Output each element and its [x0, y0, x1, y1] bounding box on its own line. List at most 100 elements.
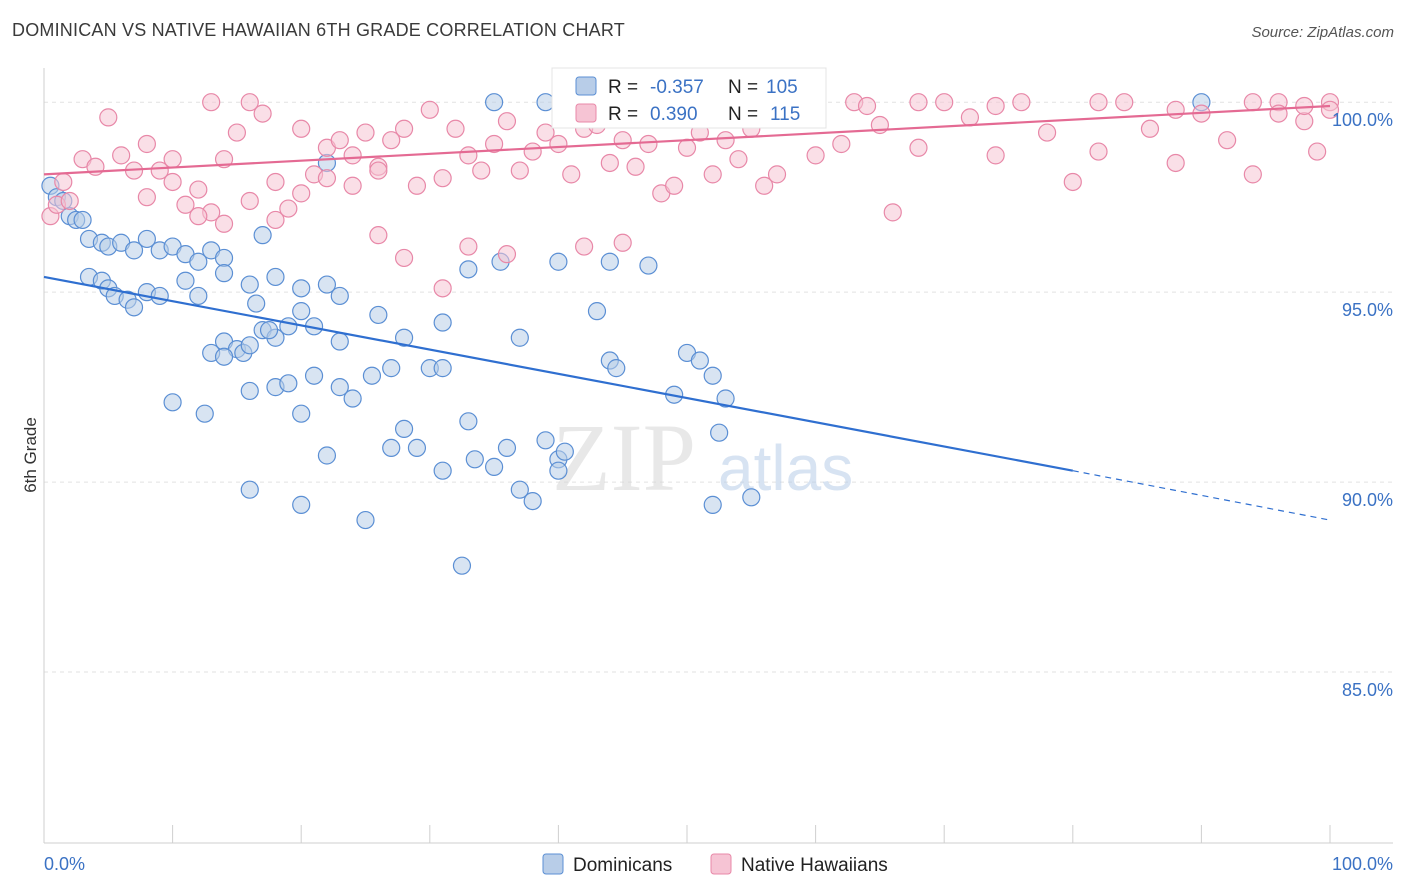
data-point [729, 150, 748, 169]
data-point [1012, 93, 1031, 112]
data-point [549, 461, 568, 480]
data-point [163, 172, 182, 192]
data-point [742, 488, 761, 507]
data-point [485, 93, 504, 112]
legend-r-label-1: R = [608, 77, 638, 98]
data-point [433, 169, 452, 188]
data-point [1063, 172, 1082, 192]
trend-line-native-hawaiians [43, 104, 1331, 176]
data-point [137, 229, 156, 249]
data-point [407, 176, 427, 195]
data-point [607, 359, 626, 378]
data-point [485, 457, 504, 476]
data-point [330, 131, 349, 150]
data-point [1243, 165, 1262, 184]
legend-n-label-1: N = [728, 77, 758, 98]
data-point [214, 347, 234, 366]
data-point [600, 153, 619, 173]
data-point [523, 491, 542, 511]
y-tick-label: 100.0% [1332, 110, 1393, 130]
data-point [253, 226, 272, 245]
data-point [362, 366, 382, 385]
series-legend: Dominicans Native Hawaiians [542, 853, 888, 876]
y-tick-label: 85.0% [1342, 680, 1393, 700]
data-point [1115, 93, 1134, 112]
native-hawaiians-points [41, 93, 1340, 298]
data-point [536, 431, 555, 450]
data-point [613, 131, 632, 150]
data-point [452, 556, 472, 575]
trend-lines [43, 104, 1331, 521]
data-point [266, 172, 285, 192]
legend-r-value-2: 0.390 [650, 104, 698, 125]
data-point [909, 138, 928, 157]
data-point [1243, 93, 1262, 112]
data-point [1166, 153, 1185, 173]
data-point [240, 480, 259, 499]
data-point [613, 233, 632, 252]
data-point [433, 313, 452, 332]
data-point [549, 134, 568, 154]
data-point [330, 378, 349, 397]
data-point [690, 351, 709, 370]
data-point [330, 286, 349, 306]
data-point [1089, 93, 1108, 112]
data-point [433, 279, 452, 298]
data-point [54, 172, 73, 192]
data-point [150, 286, 169, 306]
trend-line-dominicans [43, 275, 1074, 472]
data-point [587, 302, 607, 321]
data-point [536, 93, 555, 112]
data-point [163, 393, 182, 412]
data-point [317, 169, 337, 188]
data-point [446, 119, 465, 138]
legend-native-hawaiians: Native Hawaiians [741, 855, 888, 876]
watermark-atlas: atlas [718, 432, 853, 504]
data-point [716, 389, 735, 408]
data-point [382, 131, 401, 150]
data-point [562, 165, 581, 184]
data-point [259, 321, 279, 340]
data-point [292, 184, 311, 203]
data-point [214, 214, 234, 233]
data-point [485, 134, 504, 154]
data-point [755, 176, 774, 195]
data-point [600, 252, 619, 271]
data-point [202, 93, 221, 112]
data-point [247, 294, 266, 313]
data-point [330, 332, 349, 351]
data-point [292, 404, 311, 423]
data-point [497, 112, 517, 131]
data-point [163, 150, 182, 169]
data-point [1218, 131, 1237, 150]
data-point [356, 510, 375, 530]
data-point [382, 438, 401, 458]
data-point [240, 191, 259, 211]
data-point [465, 450, 484, 469]
data-point [240, 275, 259, 294]
data-point [279, 199, 298, 218]
data-point [137, 188, 156, 207]
data-point [510, 328, 529, 347]
data-point [73, 210, 92, 230]
data-point [382, 359, 401, 378]
data-point [343, 389, 362, 408]
data-point [279, 317, 298, 336]
x-tick-right: 100.0% [1332, 854, 1393, 874]
data-point [497, 438, 517, 458]
data-point [1166, 100, 1185, 119]
data-point [986, 146, 1005, 165]
data-point [1089, 142, 1108, 161]
y-tick-label: 90.0% [1342, 490, 1393, 510]
data-point [304, 366, 324, 385]
data-point [986, 96, 1005, 116]
data-point [703, 495, 722, 514]
data-point [195, 404, 214, 423]
data-point [369, 305, 388, 325]
data-point [665, 176, 684, 195]
watermark-zip: ZIP [552, 404, 696, 511]
axes [43, 68, 1393, 844]
data-point [279, 374, 298, 393]
data-point [555, 442, 574, 461]
